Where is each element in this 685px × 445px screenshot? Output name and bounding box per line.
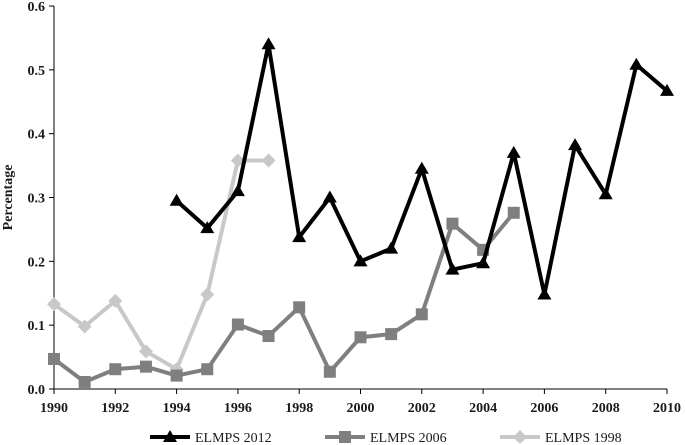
x-tick-label: 1996	[224, 401, 252, 416]
data-point	[384, 242, 398, 254]
y-tick-label: 0.3	[28, 192, 46, 207]
data-point	[508, 207, 520, 219]
legend-marker	[339, 431, 351, 443]
x-tick-label: 1990	[40, 401, 68, 416]
data-point	[170, 194, 184, 206]
series-elmps-1998	[47, 153, 276, 376]
data-point	[323, 191, 337, 203]
x-tick-label: 1994	[163, 401, 191, 416]
data-point	[537, 288, 551, 300]
data-point	[48, 353, 60, 365]
data-point	[385, 328, 397, 340]
y-tick-label: 0.2	[28, 255, 46, 270]
data-point	[415, 162, 429, 174]
data-point	[355, 331, 367, 343]
data-point	[262, 37, 276, 49]
data-point	[446, 218, 458, 230]
x-tick-label: 1998	[285, 401, 313, 416]
x-tick-label: 2008	[592, 401, 620, 416]
data-point	[293, 301, 305, 313]
data-point	[507, 146, 521, 158]
x-tick-label: 2000	[347, 401, 375, 416]
data-point	[200, 288, 214, 302]
legend: ELMPS 2012 ELMPS 2006 ELMPS 1998	[150, 430, 622, 445]
data-point	[109, 363, 121, 375]
y-tick-label: 0.0	[28, 383, 46, 398]
x-tick-label: 2006	[530, 401, 558, 416]
data-point	[79, 376, 91, 388]
data-point	[324, 366, 336, 378]
y-axis-ticks: 0.0 0.1 0.2 0.3 0.4 0.5 0.6	[28, 0, 55, 398]
data-point	[232, 319, 244, 331]
x-tick-label: 2004	[469, 401, 497, 416]
data-point	[140, 361, 152, 373]
x-axis-ticks: 1990 1992 1994 1996 1998 2000 2002 2004 2006 2008…	[40, 389, 681, 416]
y-axis-title: Percentage	[1, 165, 16, 231]
x-tick-label: 1992	[101, 401, 129, 416]
x-tick-label: 2002	[408, 401, 436, 416]
data-point	[263, 330, 275, 342]
y-tick-label: 0.5	[28, 64, 46, 79]
data-point	[201, 363, 213, 375]
x-tick-label: 2010	[653, 401, 681, 416]
legend-item: ELMPS 2012	[150, 430, 272, 445]
series-elmps-2012	[170, 37, 674, 299]
y-tick-label: 0.1	[28, 319, 46, 334]
legend-label: ELMPS 2012	[195, 431, 272, 445]
data-point	[171, 370, 183, 382]
legend-item: ELMPS 2006	[325, 431, 447, 445]
data-point	[262, 153, 276, 167]
y-tick-label: 0.4	[28, 128, 46, 143]
data-point	[416, 308, 428, 320]
legend-label: ELMPS 2006	[370, 431, 447, 445]
y-tick-label: 0.6	[28, 0, 46, 15]
legend-label: ELMPS 1998	[545, 431, 622, 445]
data-point	[629, 58, 643, 70]
legend-item: ELMPS 1998	[500, 430, 622, 445]
series-layer	[47, 37, 674, 388]
legend-marker	[513, 430, 527, 444]
data-point	[568, 138, 582, 150]
